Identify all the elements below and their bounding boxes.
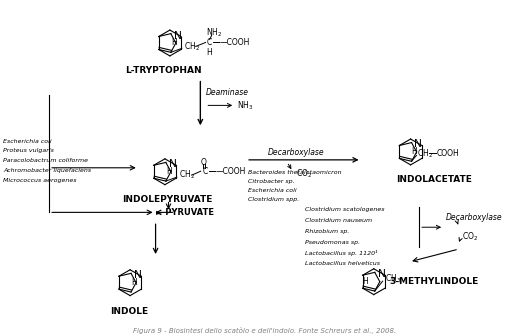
- Text: INDOLEPYRUVATE: INDOLEPYRUVATE: [122, 195, 213, 204]
- Text: ► PYRUVATE: ► PYRUVATE: [156, 208, 213, 217]
- Text: Clostridium spp.: Clostridium spp.: [248, 197, 299, 202]
- Text: N: N: [414, 139, 422, 150]
- Text: O: O: [201, 158, 207, 167]
- Text: —COOH: —COOH: [220, 38, 250, 47]
- Text: H: H: [412, 147, 417, 156]
- Text: CO$_2$: CO$_2$: [462, 231, 478, 243]
- Text: Figura 9 - Biosintesi dello scatòlo e dell'indolo. Fonte Schreurs et al., 2008.: Figura 9 - Biosintesi dello scatòlo e de…: [133, 327, 397, 334]
- Text: CH$_2$: CH$_2$: [184, 40, 200, 53]
- Text: 3-METHYLINDOLE: 3-METHYLINDOLE: [390, 277, 479, 286]
- Text: CO$_2$: CO$_2$: [296, 167, 312, 180]
- Text: Achromobacter liquefaciens: Achromobacter liquefaciens: [3, 168, 91, 173]
- Text: CH$_2$: CH$_2$: [416, 147, 433, 160]
- Text: C: C: [207, 38, 212, 47]
- Text: —COOH: —COOH: [216, 167, 246, 176]
- Text: N: N: [169, 159, 177, 169]
- Text: Paracolobactrum coliforme: Paracolobactrum coliforme: [3, 158, 88, 163]
- Text: COOH: COOH: [436, 149, 459, 158]
- Text: Proteus vulgaris: Proteus vulgaris: [3, 149, 54, 154]
- Text: Deaminase: Deaminase: [205, 88, 249, 97]
- Text: H: H: [171, 38, 177, 47]
- Text: Rhizobium sp.: Rhizobium sp.: [305, 229, 349, 234]
- Text: L-TRYPTOPHAN: L-TRYPTOPHAN: [125, 66, 202, 75]
- Text: Pseudomonas sp.: Pseudomonas sp.: [305, 240, 360, 245]
- Text: H: H: [207, 48, 212, 57]
- Text: CH$_2$: CH$_2$: [179, 169, 195, 181]
- Text: H: H: [131, 278, 137, 287]
- Text: CH$_3$: CH$_3$: [384, 273, 401, 285]
- Text: Clostridium scatologenes: Clostridium scatologenes: [305, 207, 384, 212]
- Text: INDOLE: INDOLE: [110, 307, 148, 316]
- Text: Micrococcus aerogenes: Micrococcus aerogenes: [3, 178, 77, 183]
- Text: Decarboxylase: Decarboxylase: [268, 149, 324, 158]
- Text: NH$_3$: NH$_3$: [237, 99, 253, 112]
- Text: H: H: [166, 167, 172, 176]
- Text: Clostridium nauseum: Clostridium nauseum: [305, 218, 372, 223]
- Text: NH$_2$: NH$_2$: [205, 26, 221, 39]
- Text: Citrobacter sp.: Citrobacter sp.: [248, 179, 295, 184]
- Text: Lactobacillus sp. 1120¹: Lactobacillus sp. 1120¹: [305, 250, 378, 256]
- Text: N: N: [134, 270, 142, 280]
- Text: N: N: [174, 31, 182, 41]
- Text: INDOLACETATE: INDOLACETATE: [396, 175, 472, 184]
- Text: Escherichia coli: Escherichia coli: [248, 188, 297, 193]
- Text: C: C: [203, 167, 208, 176]
- Text: H: H: [362, 277, 367, 286]
- Text: Escherichia coli: Escherichia coli: [3, 138, 52, 143]
- Text: Lactobacillus helveticus: Lactobacillus helveticus: [305, 261, 380, 266]
- Text: N: N: [378, 269, 386, 279]
- Text: Bacteroides thetaiotaomicron: Bacteroides thetaiotaomicron: [248, 170, 342, 175]
- Text: Decarboxylase: Decarboxylase: [446, 213, 503, 222]
